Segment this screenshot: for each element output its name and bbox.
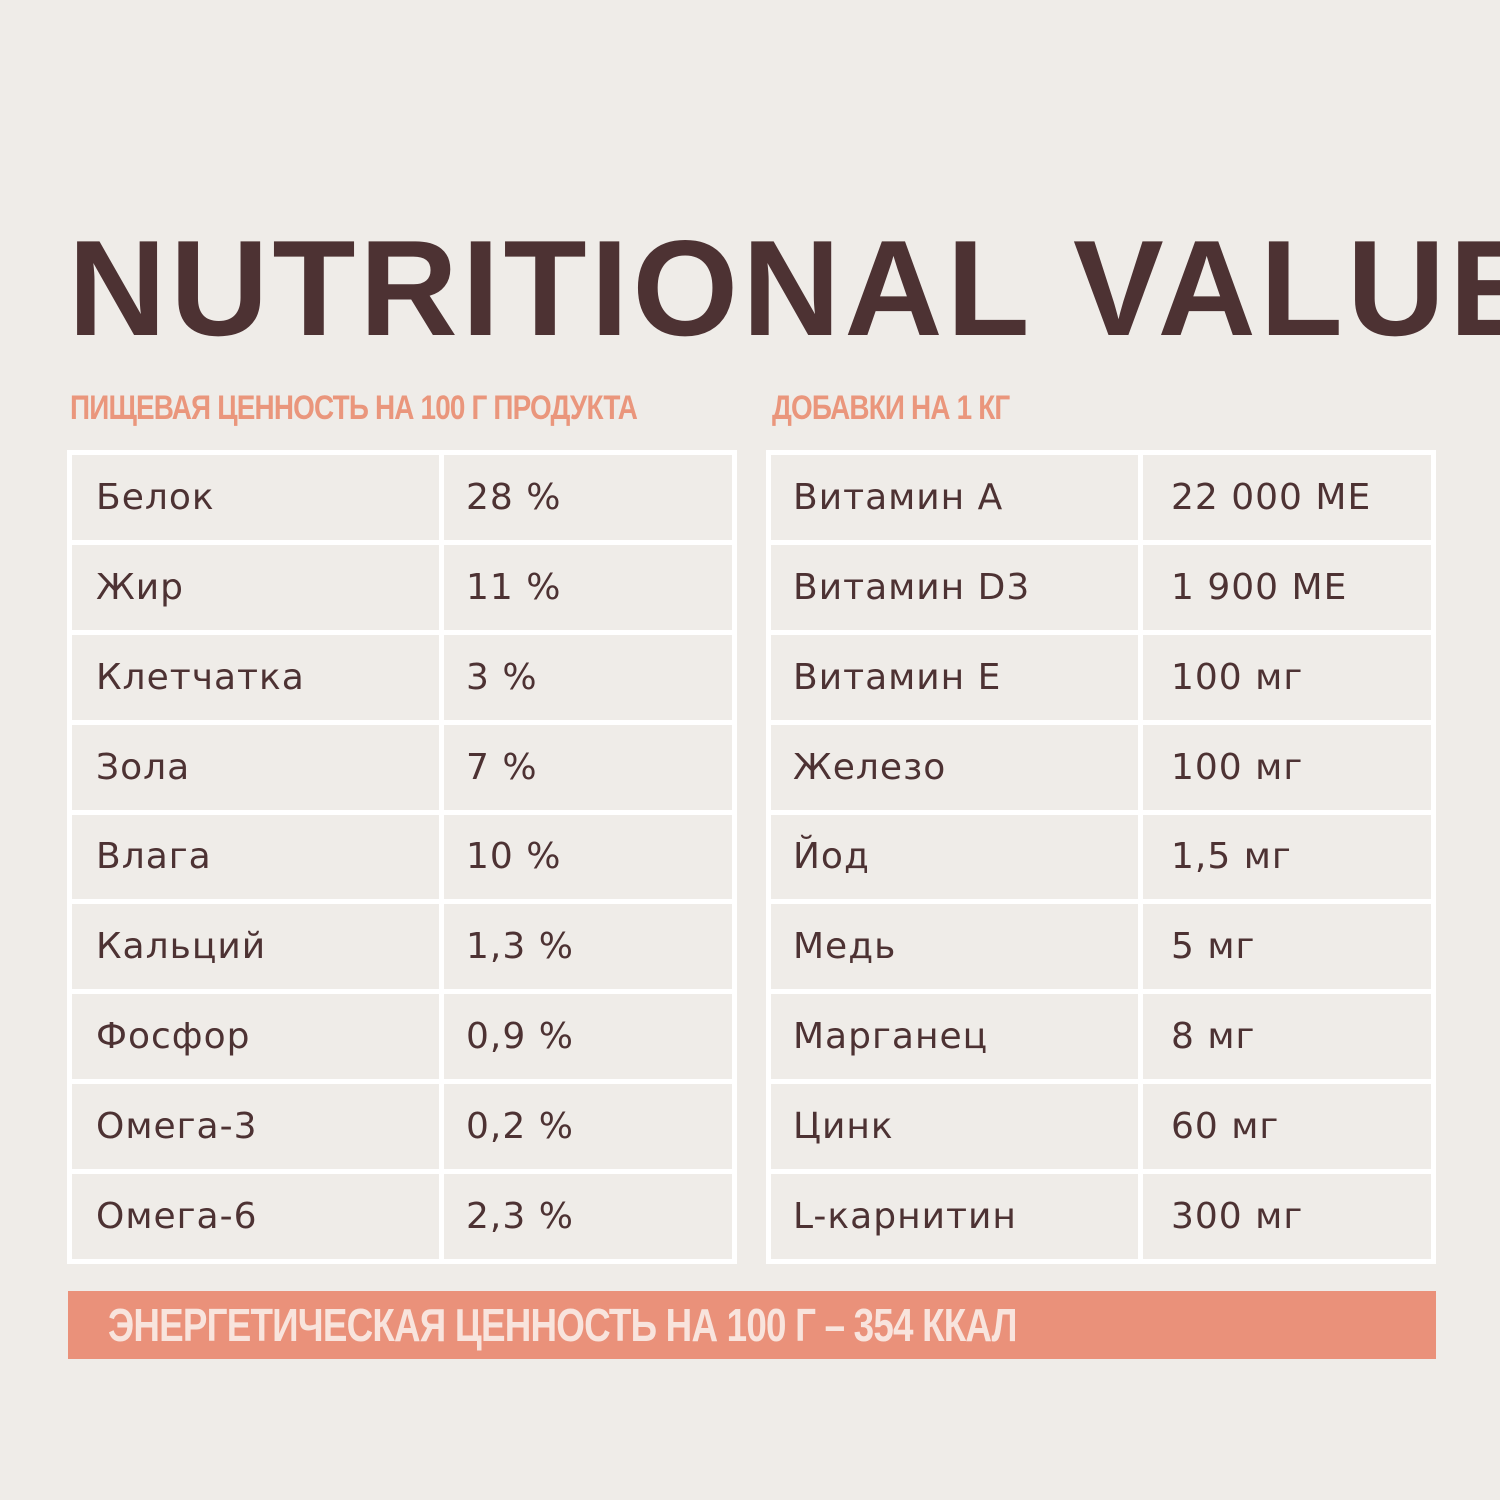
table-row: Йод 1,5 мг [771, 814, 1431, 900]
additive-name: Марганец [771, 994, 1138, 1080]
table-row: Фосфор 0,9 % [72, 994, 732, 1080]
table-row: Белок 28 % [72, 455, 732, 540]
additive-value: 300 мг [1143, 1174, 1431, 1259]
additives-table: Витамин А 22 000 МЕ Витамин D3 1 900 МЕ … [766, 450, 1436, 1264]
table-row: Железо 100 мг [771, 724, 1431, 810]
nutrient-name: Жир [72, 544, 439, 630]
additive-value: 100 мг [1143, 724, 1431, 810]
nutrient-name: Белок [72, 455, 439, 540]
table-row: Медь 5 мг [771, 904, 1431, 990]
additive-name: Витамин D3 [771, 544, 1138, 630]
table-row: Витамин D3 1 900 МЕ [771, 544, 1431, 630]
additive-value: 1,5 мг [1143, 814, 1431, 900]
additive-value: 8 мг [1143, 994, 1431, 1080]
nutrient-value: 7 % [444, 724, 732, 810]
page-title: NUTRITIONAL VALUE [68, 212, 1500, 364]
additive-value: 1 900 МЕ [1143, 544, 1431, 630]
nutrient-name: Влага [72, 814, 439, 900]
nutrition-table: Белок 28 % Жир 11 % Клетчатка 3 % Зола 7… [67, 450, 737, 1264]
table-row: Цинк 60 мг [771, 1084, 1431, 1170]
additive-value: 60 мг [1143, 1084, 1431, 1170]
table-row: Жир 11 % [72, 544, 732, 630]
nutrient-name: Зола [72, 724, 439, 810]
nutrient-value: 0,9 % [444, 994, 732, 1080]
table-row: Омега-6 2,3 % [72, 1174, 732, 1259]
nutrient-value: 28 % [444, 455, 732, 540]
additive-name: L-карнитин [771, 1174, 1138, 1259]
table-row: Кальций 1,3 % [72, 904, 732, 990]
table-row: Омега-3 0,2 % [72, 1084, 732, 1170]
energy-banner: ЭНЕРГЕТИЧЕСКАЯ ЦЕННОСТЬ НА 100 Г – 354 К… [68, 1291, 1436, 1359]
nutrient-value: 2,3 % [444, 1174, 732, 1259]
nutrient-value: 3 % [444, 634, 732, 720]
table-row: Марганец 8 мг [771, 994, 1431, 1080]
energy-value: ЭНЕРГЕТИЧЕСКАЯ ЦЕННОСТЬ НА 100 Г – 354 К… [108, 1299, 1017, 1351]
table-row: Зола 7 % [72, 724, 732, 810]
additive-value: 22 000 МЕ [1143, 455, 1431, 540]
table-row: Влага 10 % [72, 814, 732, 900]
nutrient-value: 10 % [444, 814, 732, 900]
additive-value: 5 мг [1143, 904, 1431, 990]
additives-heading: ДОБАВКИ НА 1 КГ [772, 389, 1010, 427]
nutrition-heading: ПИЩЕВАЯ ЦЕННОСТЬ НА 100 Г ПРОДУКТА [70, 389, 638, 427]
table-row: Витамин Е 100 мг [771, 634, 1431, 720]
nutrient-value: 1,3 % [444, 904, 732, 990]
nutrient-value: 11 % [444, 544, 732, 630]
additive-name: Медь [771, 904, 1138, 990]
table-row: L-карнитин 300 мг [771, 1174, 1431, 1259]
table-row: Клетчатка 3 % [72, 634, 732, 720]
additive-name: Железо [771, 724, 1138, 810]
table-row: Витамин А 22 000 МЕ [771, 455, 1431, 540]
nutrient-value: 0,2 % [444, 1084, 732, 1170]
additive-name: Йод [771, 814, 1138, 900]
additive-name: Витамин Е [771, 634, 1138, 720]
additive-name: Цинк [771, 1084, 1138, 1170]
additive-value: 100 мг [1143, 634, 1431, 720]
nutrient-name: Омега-3 [72, 1084, 439, 1170]
nutrient-name: Фосфор [72, 994, 439, 1080]
nutrient-name: Клетчатка [72, 634, 439, 720]
nutrient-name: Омега-6 [72, 1174, 439, 1259]
additive-name: Витамин А [771, 455, 1138, 540]
nutrient-name: Кальций [72, 904, 439, 990]
